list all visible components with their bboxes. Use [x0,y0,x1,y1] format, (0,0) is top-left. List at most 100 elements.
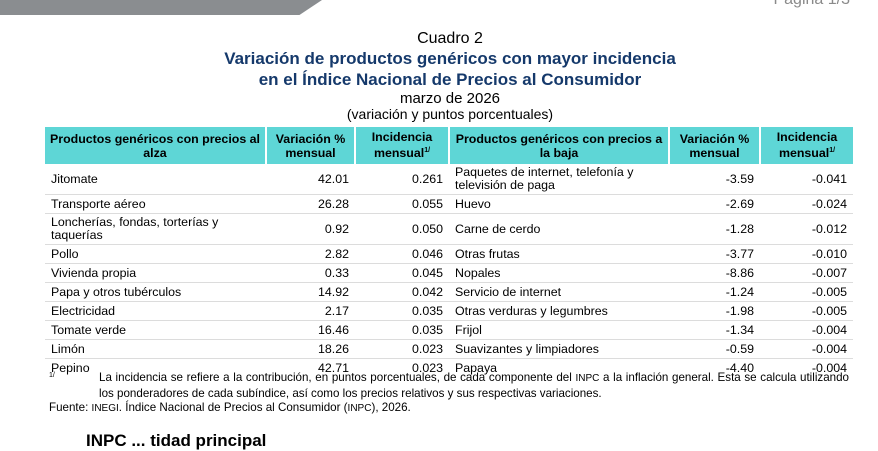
table-row: Loncherías, fondas, torterías y taquería… [45,213,853,245]
header-up-products: Productos genéricos con precios al alza [45,127,267,164]
down-incidence-cell: -0.005 [760,301,853,321]
header-down-incidence-label: Incidencia mensual [776,130,838,161]
up-variation-cell: 14.92 [266,282,355,302]
up-variation-cell: 16.46 [266,320,355,340]
source-inpc: INPC [347,403,372,414]
down-variation-cell: -3.59 [669,164,760,195]
footnote-text-a: La incidencia se refiere a la contribuci… [99,371,576,384]
up-incidence-cell: 0.042 [355,282,449,302]
table-row: Pepino 42.71 0.023 Papaya -4.40 -0.004 [45,359,853,378]
up-incidence-cell: 0.050 [355,213,449,245]
up-product-cell: Pollo [45,244,266,264]
down-variation-cell: -2.69 [669,194,760,214]
units-label: (variación y puntos porcentuales) [346,106,554,122]
header-up-variation: Variación % mensual [266,127,356,164]
up-incidence-cell: 0.261 [355,164,449,195]
source-line: Fuente: INEGI. Índice Nacional de Precio… [49,401,411,414]
up-incidence-cell: 0.055 [355,194,449,214]
up-product-cell: Papa y otros tubérculos [45,282,266,302]
footnote-text: La incidencia se refiere a la contribuci… [99,370,849,401]
period-label: marzo de 2026 [399,90,501,107]
down-variation-cell: -0.59 [669,339,760,359]
header-up-incidence-note: 1/ [424,147,431,155]
up-variation-cell: 42.71 [317,360,349,375]
down-incidence-cell: -0.010 [760,244,853,264]
down-incidence-cell: -0.004 [811,360,847,375]
title-block: Cuadro 2 Variación de productos genérico… [0,30,878,122]
up-incidence-cell: 0.045 [355,263,449,283]
source-text-b: ), 2026. [371,401,411,414]
header-down-products: Productos genéricos con precios a la baj… [449,127,670,164]
up-variation-cell: 0.33 [266,263,355,283]
down-variation-cell: -1.34 [669,320,760,340]
up-product-cell: Transporte aéreo [45,194,266,214]
footnote-inpc: INPC [575,373,600,384]
down-incidence-cell: -0.012 [760,213,853,245]
up-variation-cell: 42.01 [266,164,355,195]
table-row: Vivienda propia 0.33 0.045 Nopales -8.86 -0.0… [45,263,853,283]
up-variation-cell: 18.26 [266,339,355,359]
header-down-variation: Variación % mensual [669,127,761,164]
down-variation-cell: -8.86 [669,263,760,283]
table-header-row: Productos genéricos con precios al alza … [45,127,853,164]
up-product-cell: Pepino [51,360,90,375]
down-incidence-cell: -0.007 [760,263,853,283]
down-incidence-cell: -0.005 [760,282,853,302]
incidence-table: Productos genéricos con precios al alza … [45,127,853,377]
down-product-cell: Nopales [449,263,669,283]
up-variation-cell: 2.82 [266,244,355,264]
down-incidence-cell: -0.004 [760,339,853,359]
up-product-cell: Loncherías, fondas, torterías y taquería… [45,213,266,245]
down-product-cell: Otras frutas [449,244,669,264]
down-product-cell: Papaya [455,360,498,375]
down-variation-cell: -3.77 [669,244,760,264]
up-product-cell: Limón [45,339,266,359]
down-product-cell: Huevo [449,194,669,214]
header-down-incidence: Incidencia mensual1/ [760,127,853,164]
header-down-incidence-note: 1/ [829,147,836,155]
up-product-cell: Tomate verde [45,320,266,340]
down-product-cell: Servicio de internet [449,282,669,302]
up-incidence-cell: 0.046 [355,244,449,264]
source-label: Fuente: [49,401,92,414]
up-product-cell: Vivienda propia [45,263,266,283]
up-product-cell: Jitomate [45,164,266,195]
source-text-a: . Índice Nacional de Precios al Consumid… [118,401,348,414]
page-number: Página 1/3 [773,0,850,9]
down-product-cell: Paquetes de internet, telefonía y televi… [449,164,669,195]
header-up-incidence-label: Incidencia mensual [371,130,433,161]
table-row: Tomate verde 16.46 0.035 Frijol -1.34 -0.004 [45,320,853,340]
table-title-line1: Variación de productos genéricos con may… [224,49,676,68]
up-incidence-cell: 0.035 [355,301,449,321]
down-product-cell: Frijol [449,320,669,340]
top-decorative-bar [0,0,322,15]
up-variation-cell: 0.92 [266,213,355,245]
up-variation-cell: 2.17 [266,301,355,321]
down-variation-cell: -1.24 [669,282,760,302]
down-product-cell: Carne de cerdo [449,213,669,245]
header-up-incidence: Incidencia mensual1/ [355,127,450,164]
cut-off-heading: INPC ... tidad principal [86,431,267,450]
down-incidence-cell: -0.041 [760,164,853,195]
table-row: Limón 18.26 0.023 Suavizantes y limpiadores… [45,339,853,359]
up-incidence-cell: 0.023 [355,339,449,359]
up-variation-cell: 26.28 [266,194,355,214]
up-incidence-cell: 0.023 [411,360,443,375]
down-incidence-cell: -0.024 [760,194,853,214]
table-title-line2: en el Índice Nacional de Precios al Cons… [258,70,642,89]
down-product-cell: Suavizantes y limpiadores [449,339,669,359]
down-product-cell: Otras verduras y legumbres [449,301,669,321]
footnote-text-b: a la inflación general. Esta se calcula … [99,371,849,400]
down-variation-cell: -1.98 [669,301,760,321]
footnote: 1/ La incidencia se refiere a la contrib… [49,370,849,401]
down-incidence-cell: -0.004 [760,320,853,340]
footnote-mark: 1/ [49,372,55,379]
down-variation-cell: -4.40 [725,360,754,375]
table-row: Jitomate 42.01 0.261 Paquetes de internet, … [45,164,853,195]
down-variation-cell: -1.28 [669,213,760,245]
table-row: Papa y otros tubérculos 14.92 0.042 Servici… [45,282,853,302]
up-product-cell: Electricidad [45,301,266,321]
cuadro-label: Cuadro 2 [417,30,483,47]
table-row: Pollo 2.82 0.046 Otras frutas -3.77 -0.010 [45,244,853,264]
up-incidence-cell: 0.035 [355,320,449,340]
